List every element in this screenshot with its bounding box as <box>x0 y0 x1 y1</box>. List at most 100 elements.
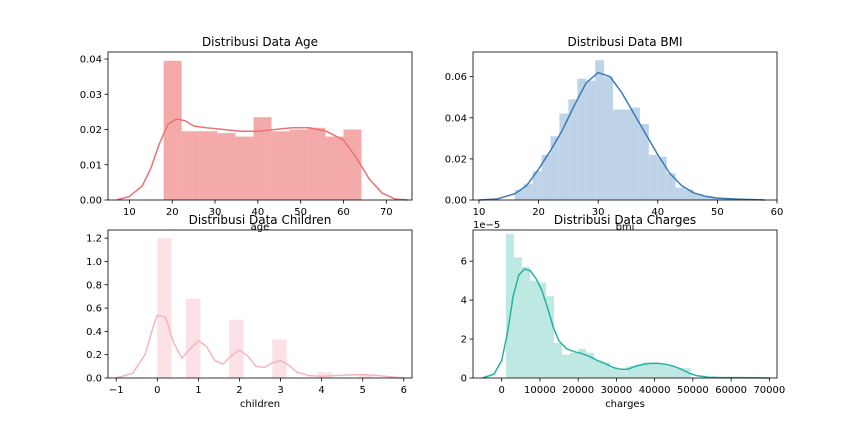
children-kde-line <box>116 314 404 379</box>
charges-x-tick-label: 40000 <box>639 385 671 396</box>
age-x-tick-label: 20 <box>166 207 179 218</box>
age-axis-ticks: 10 20 30 40 50 60 70 0.00 0.01 0.02 0.03 0.04 <box>80 55 393 218</box>
charges-x-tick-label: 30000 <box>600 385 632 396</box>
charges-x-tick-label: 60000 <box>715 385 747 396</box>
charges-chart-title: Distribusi Data Charges <box>554 213 696 227</box>
age-histogram-bar <box>199 131 218 200</box>
charges-histogram-bar <box>666 366 675 378</box>
charges-x-axis-label: charges <box>605 399 645 410</box>
bmi-x-tick-label: 40 <box>651 207 664 218</box>
bmi-histogram-bar <box>532 171 542 200</box>
age-y-tick-label: 0.04 <box>80 55 102 66</box>
age-x-tick-label: 30 <box>209 207 222 218</box>
charges-kde-line <box>482 268 770 379</box>
age-axes-frame <box>107 51 413 201</box>
age-histogram-bar <box>163 60 182 201</box>
bmi-histogram-bar <box>666 173 676 200</box>
bmi-histogram-bar <box>648 154 658 200</box>
charges-histogram-bar <box>546 296 555 378</box>
bmi-histogram-bar <box>622 109 631 200</box>
bmi-x-tick-label: 10 <box>473 207 486 218</box>
age-histogram-bar <box>253 117 272 200</box>
children-x-tick-label: 4 <box>318 385 324 396</box>
bmi-histogram-bar <box>639 123 649 200</box>
bmi-histogram-bar <box>630 107 640 200</box>
bmi-histogram-bar <box>568 99 578 200</box>
charges-histogram-bar <box>634 364 643 378</box>
bmi-histogram-bar <box>657 156 667 200</box>
bmi-y-tick-label: 0.00 <box>445 196 467 207</box>
bmi-histogram-bar <box>711 197 721 200</box>
charges-axes-frame <box>472 229 778 379</box>
charges-histogram-bar <box>586 352 595 378</box>
age-histogram-bar <box>271 131 290 200</box>
age-histogram-bar <box>307 127 326 200</box>
charges-x-tick-label: 20000 <box>562 385 594 396</box>
charges-histogram-bar <box>650 362 659 378</box>
children-y-tick-label: 1.2 <box>86 234 102 245</box>
bmi-histogram-bar <box>684 189 694 200</box>
children-x-tick-label: 0 <box>154 385 160 396</box>
age-x-tick-label: 60 <box>337 207 350 218</box>
bmi-axis-ticks: 10 20 30 40 50 60 0.00 0.02 0.04 0.06 <box>445 72 784 218</box>
bmi-y-tick-label: 0.04 <box>445 113 467 124</box>
charges-x-tick-label: 50000 <box>677 385 709 396</box>
charges-histogram-bar <box>674 368 683 378</box>
children-histogram-bars <box>157 238 373 378</box>
age-histogram-bar <box>217 133 236 200</box>
charges-histogram-bar <box>578 348 587 378</box>
subplot-children: −1 0 1 2 3 4 5 60.00.20.40.60.81.01.2 children … <box>86 213 413 410</box>
bmi-histogram-bar <box>577 78 587 200</box>
children-x-tick-label: 2 <box>236 385 242 396</box>
age-x-axis-label: age <box>251 222 270 233</box>
children-axis-ticks: −1 0 1 2 3 4 5 6 0.0 0.2 0.4 0.6 0.8 1.0 1.2 <box>86 234 407 396</box>
children-x-tick-label: 3 <box>277 385 283 396</box>
age-chart-title: Distribusi Data Age <box>202 35 318 49</box>
age-y-tick-label: 0.03 <box>80 90 102 101</box>
charges-y-tick-label: 6 <box>461 257 467 268</box>
bmi-histogram-bars <box>514 60 739 200</box>
children-y-tick-label: 0.4 <box>86 327 102 338</box>
charges-histogram-bar <box>538 282 547 378</box>
bmi-x-tick-label: 20 <box>532 207 545 218</box>
age-x-tick-label: 70 <box>380 207 393 218</box>
charges-histogram-bar <box>562 354 571 378</box>
subplot-bmi: Distribusi Data BMI 10 20 30 40 50 60 0.00 0.02… <box>445 35 784 233</box>
charges-histogram-bar <box>618 370 627 378</box>
bmi-histogram-bar <box>559 113 569 200</box>
bmi-histogram-bar <box>595 60 605 200</box>
age-histogram-bar <box>235 136 254 200</box>
children-y-tick-label: 0.0 <box>86 374 102 385</box>
children-x-tick-label: 1 <box>195 385 201 396</box>
bmi-chart-title: Distribusi Data BMI <box>567 35 682 49</box>
children-x-tick-label: 5 <box>360 385 366 396</box>
subplot-age: Distribusi Data Age 10 20 30 40 50 60 70 0.00 0.… <box>80 35 413 233</box>
children-y-tick-label: 0.6 <box>86 304 102 315</box>
age-histogram-bar <box>289 129 308 200</box>
children-histogram-bar <box>272 339 287 378</box>
charges-x-tick-label: 0 <box>498 385 504 396</box>
bmi-histogram-bar <box>541 154 551 200</box>
charges-histogram-bar <box>610 368 619 378</box>
charges-y-tick-label: 4 <box>461 296 467 307</box>
bmi-x-tick-label: 50 <box>711 207 724 218</box>
bmi-y-tick-label: 0.02 <box>445 154 467 165</box>
age-y-tick-label: 0.01 <box>80 160 102 171</box>
children-x-tick-label: −1 <box>109 385 124 396</box>
charges-histogram-bar <box>505 233 514 378</box>
bmi-histogram-bar <box>604 76 614 200</box>
age-x-tick-label: 50 <box>294 207 307 218</box>
children-histogram-bar <box>186 298 201 378</box>
charges-histogram-bar <box>513 257 522 378</box>
charges-histogram-bars <box>505 233 691 378</box>
age-histogram-bar <box>325 136 344 200</box>
charges-histogram-bar <box>554 342 563 378</box>
bmi-histogram-bar <box>613 109 623 200</box>
age-kde-line <box>116 118 408 201</box>
charges-histogram-bar <box>594 360 603 378</box>
bmi-histogram-bar <box>523 183 533 200</box>
charges-y-tick-label: 2 <box>461 335 467 346</box>
bmi-axes-frame <box>472 51 778 201</box>
